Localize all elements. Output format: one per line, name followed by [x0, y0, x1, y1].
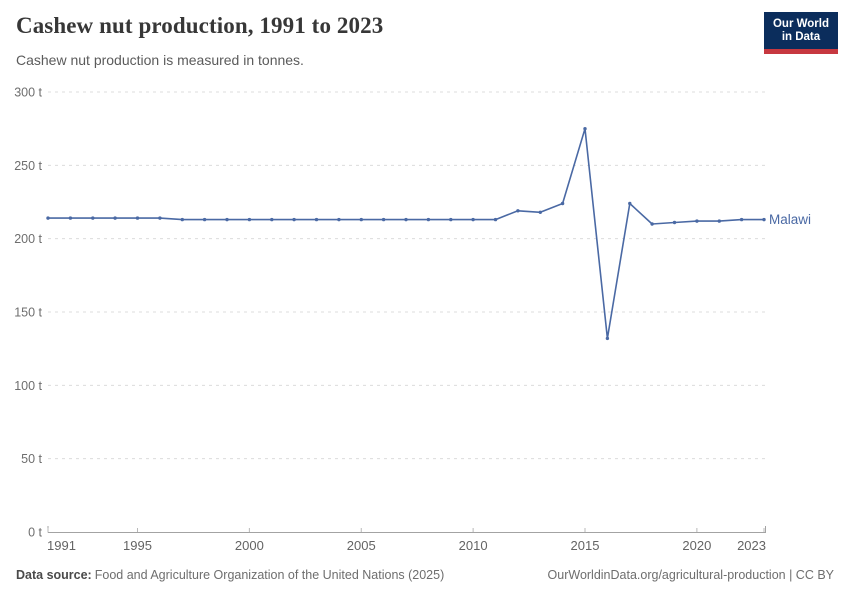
y-axis-tick-label: 100 t: [14, 379, 42, 393]
data-point[interactable]: [762, 217, 766, 222]
data-point[interactable]: [404, 217, 408, 222]
x-axis-tick-label: 2023: [737, 538, 766, 553]
data-point[interactable]: [270, 217, 274, 222]
y-axis-tick-label: 150 t: [14, 306, 42, 320]
data-point[interactable]: [68, 216, 73, 220]
data-point[interactable]: [314, 217, 319, 222]
data-source-label: Data source:: [16, 568, 92, 582]
attribution: OurWorldinData.org/agricultural-producti…: [547, 568, 834, 582]
x-axis-tick-label: 2005: [347, 538, 376, 553]
x-axis-tick-label: 1995: [123, 538, 152, 553]
page-title: Cashew nut production, 1991 to 2023: [16, 13, 384, 38]
data-point[interactable]: [560, 201, 565, 206]
data-point[interactable]: [359, 217, 363, 222]
owid-logo-line1: Our World: [772, 18, 829, 30]
x-axis-tick-label: 2015: [571, 538, 600, 553]
data-point[interactable]: [46, 216, 50, 220]
chart-footer: Data source: Food and Agriculture Organiz…: [16, 568, 834, 582]
x-axis-tick-label: 1991: [47, 538, 76, 553]
owid-logo-line2: in Data: [781, 31, 821, 43]
data-point[interactable]: [538, 210, 542, 214]
data-point[interactable]: [113, 216, 117, 220]
data-point[interactable]: [202, 217, 207, 222]
data-point[interactable]: [717, 219, 721, 223]
data-point[interactable]: [471, 217, 475, 222]
data-point[interactable]: [247, 217, 252, 222]
owid-logo: Our World in Data: [763, 12, 838, 54]
data-source-text: Food and Agriculture Organization of the…: [94, 568, 445, 582]
data-point[interactable]: [605, 336, 610, 341]
x-axis-tick-label: 2020: [682, 538, 711, 553]
data-point[interactable]: [158, 216, 162, 220]
y-axis-tick-label: 300 t: [14, 86, 42, 100]
y-axis-tick-label: 250 t: [14, 159, 42, 173]
y-axis-tick-label: 0 t: [28, 526, 42, 540]
y-axis-tick-label: 200 t: [14, 232, 42, 246]
data-point[interactable]: [180, 217, 184, 222]
series-line-malawi[interactable]: [47, 127, 765, 340]
y-axis-tick-label: 50 t: [21, 452, 42, 466]
data-point[interactable]: [135, 216, 140, 220]
data-point[interactable]: [91, 216, 95, 220]
data-point[interactable]: [426, 217, 431, 222]
data-point[interactable]: [225, 217, 229, 222]
data-point[interactable]: [628, 201, 632, 206]
data-point[interactable]: [516, 209, 520, 213]
data-point[interactable]: [337, 217, 341, 222]
x-axis-tick-label: 2000: [235, 538, 264, 553]
data-point[interactable]: [583, 127, 587, 131]
chart-subtitle: Cashew nut production is measured in ton…: [16, 52, 304, 68]
data-point[interactable]: [292, 217, 296, 222]
data-point[interactable]: [493, 217, 498, 222]
x-axis-tick-label: 2010: [459, 538, 488, 553]
data-source: Data source: Food and Agriculture Organiz…: [16, 568, 444, 582]
data-point[interactable]: [381, 217, 386, 222]
data-point[interactable]: [650, 222, 654, 226]
data-point[interactable]: [695, 219, 699, 223]
data-point[interactable]: [449, 217, 453, 222]
data-point[interactable]: [672, 220, 677, 225]
data-point[interactable]: [739, 217, 744, 222]
series-label-malawi[interactable]: Malawi: [769, 212, 811, 227]
